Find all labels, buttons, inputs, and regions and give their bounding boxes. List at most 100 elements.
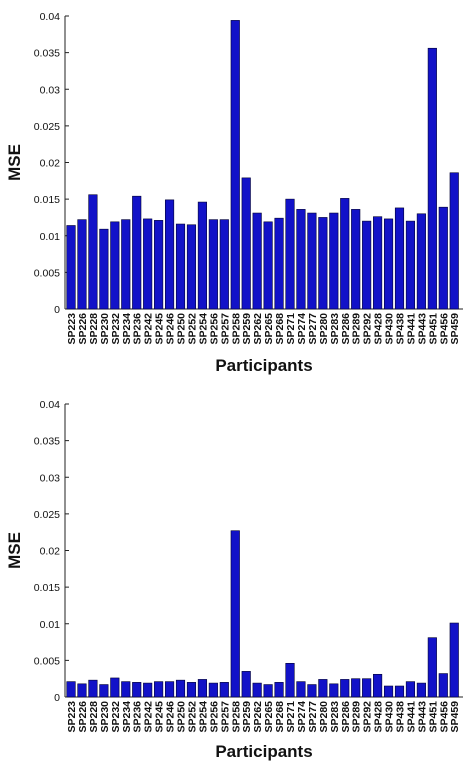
bar-sp228 bbox=[88, 194, 98, 310]
bar-sp277 bbox=[307, 684, 317, 698]
x-tick-label-sp271: SP271 bbox=[285, 701, 297, 733]
x-tick-label-sp257: SP257 bbox=[219, 701, 231, 733]
x-tick-label-sp258: SP258 bbox=[230, 313, 242, 345]
x-tick-label-sp283: SP283 bbox=[329, 313, 341, 345]
x-tick-label-sp441: SP441 bbox=[405, 313, 417, 345]
bar-sp274 bbox=[296, 681, 306, 698]
x-tick-label-sp274: SP274 bbox=[296, 701, 308, 733]
x-tick-label-sp280: SP280 bbox=[318, 313, 330, 345]
bar-sp283 bbox=[329, 683, 339, 698]
bar-sp451 bbox=[427, 637, 437, 698]
bar-sp252 bbox=[186, 682, 197, 698]
bar-sp230 bbox=[99, 228, 109, 310]
bar-sp286 bbox=[340, 198, 350, 310]
x-tick-label-sp245: SP245 bbox=[154, 701, 166, 733]
y-tick-label: 0.005 bbox=[34, 267, 60, 279]
x-tick-label-sp443: SP443 bbox=[416, 313, 428, 345]
bar-sp258 bbox=[230, 20, 240, 310]
x-tick-label-sp289: SP289 bbox=[351, 701, 363, 733]
x-tick-label-sp459: SP459 bbox=[449, 313, 461, 345]
bar-sp252 bbox=[186, 224, 197, 310]
bar-sp256 bbox=[208, 682, 218, 698]
x-tick-label-sp438: SP438 bbox=[395, 313, 407, 345]
bar-sp459 bbox=[449, 172, 459, 310]
x-tick-label-sp430: SP430 bbox=[384, 701, 396, 733]
y-tick-label: 0.01 bbox=[40, 231, 61, 243]
x-tick-label-sp257: SP257 bbox=[219, 313, 231, 345]
bar-sp258 bbox=[230, 530, 240, 698]
bar-sp230 bbox=[99, 684, 109, 698]
bar-sp283 bbox=[329, 212, 339, 310]
bar-sp271 bbox=[285, 662, 295, 698]
x-tick-label-sp265: SP265 bbox=[263, 313, 275, 345]
bar-sp456 bbox=[438, 206, 448, 310]
bar-sp268 bbox=[274, 217, 284, 310]
x-tick-label-sp258: SP258 bbox=[230, 701, 242, 733]
bar-sp242 bbox=[143, 682, 153, 698]
x-tick-label-sp254: SP254 bbox=[197, 313, 209, 345]
x-tick-label-sp430: SP430 bbox=[384, 313, 396, 345]
x-tick-label-sp254: SP254 bbox=[197, 701, 209, 733]
x-tick-label-sp230: SP230 bbox=[99, 313, 111, 345]
bar-sp443 bbox=[416, 213, 426, 310]
bar-sp245 bbox=[154, 681, 164, 698]
y-tick-label: 0.005 bbox=[34, 655, 60, 667]
bar-sp443 bbox=[416, 682, 426, 698]
bar-sp257 bbox=[219, 682, 229, 698]
x-tick-label-sp277: SP277 bbox=[307, 313, 319, 345]
bar-sp438 bbox=[394, 685, 405, 698]
bar-sp428 bbox=[373, 673, 383, 698]
x-tick-label-sp262: SP262 bbox=[252, 313, 264, 345]
x-tick-label-sp223: SP223 bbox=[66, 313, 78, 345]
y-tick-label: 0.02 bbox=[40, 546, 61, 558]
x-tick-label-sp428: SP428 bbox=[373, 313, 385, 345]
bar-sp245 bbox=[154, 220, 164, 310]
x-tick-label-sp256: SP256 bbox=[208, 701, 220, 733]
x-tick-label-sp245: SP245 bbox=[154, 313, 166, 345]
bar-sp246 bbox=[164, 681, 175, 698]
x-tick-label-sp286: SP286 bbox=[340, 313, 352, 345]
bar-sp277 bbox=[307, 212, 317, 310]
bar-sp268 bbox=[274, 682, 284, 698]
bar-sp223 bbox=[66, 225, 76, 310]
x-tick-label-sp451: SP451 bbox=[427, 701, 439, 733]
x-tick-label-sp246: SP246 bbox=[165, 701, 177, 733]
bar-sp257 bbox=[219, 219, 229, 310]
x-tick-label-sp441: SP441 bbox=[405, 701, 417, 733]
x-tick-label-sp428: SP428 bbox=[373, 701, 385, 733]
y-tick-label: 0.01 bbox=[40, 619, 61, 631]
x-tick-label-sp268: SP268 bbox=[274, 701, 286, 733]
x-tick-label-sp252: SP252 bbox=[186, 313, 198, 345]
bar-sp232 bbox=[110, 677, 120, 698]
x-tick-label-sp443: SP443 bbox=[416, 701, 428, 733]
bar-sp234 bbox=[121, 219, 131, 310]
bar-sp456 bbox=[438, 673, 448, 698]
x-tick-label-sp277: SP277 bbox=[307, 701, 319, 733]
x-tick-label-sp246: SP246 bbox=[165, 313, 177, 345]
x-tick-label-sp242: SP242 bbox=[143, 701, 155, 733]
x-axis-title: Participants bbox=[215, 742, 312, 761]
x-tick-label-sp286: SP286 bbox=[340, 701, 352, 733]
x-tick-label-sp292: SP292 bbox=[362, 313, 374, 345]
bar-sp236 bbox=[132, 682, 142, 698]
x-tick-label-sp292: SP292 bbox=[362, 701, 374, 733]
bar-sp289 bbox=[351, 678, 361, 698]
x-tick-label-sp456: SP456 bbox=[438, 701, 450, 733]
x-tick-label-sp256: SP256 bbox=[208, 313, 220, 345]
bar-sp262 bbox=[252, 212, 262, 310]
x-tick-label-sp250: SP250 bbox=[176, 701, 188, 733]
x-tick-label-sp262: SP262 bbox=[252, 701, 264, 733]
bar-sp259 bbox=[241, 177, 251, 310]
bar-sp292 bbox=[362, 678, 372, 698]
y-tick-label: 0 bbox=[54, 304, 60, 316]
bar-sp259 bbox=[241, 671, 251, 698]
x-tick-label-sp228: SP228 bbox=[88, 313, 100, 345]
y-tick-label: 0.015 bbox=[34, 582, 60, 594]
y-tick-label: 0.03 bbox=[40, 84, 61, 96]
x-tick-label-sp283: SP283 bbox=[329, 701, 341, 733]
y-tick-label: 0.02 bbox=[40, 158, 61, 170]
bar-sp246 bbox=[164, 199, 175, 310]
bar-sp289 bbox=[351, 209, 361, 310]
